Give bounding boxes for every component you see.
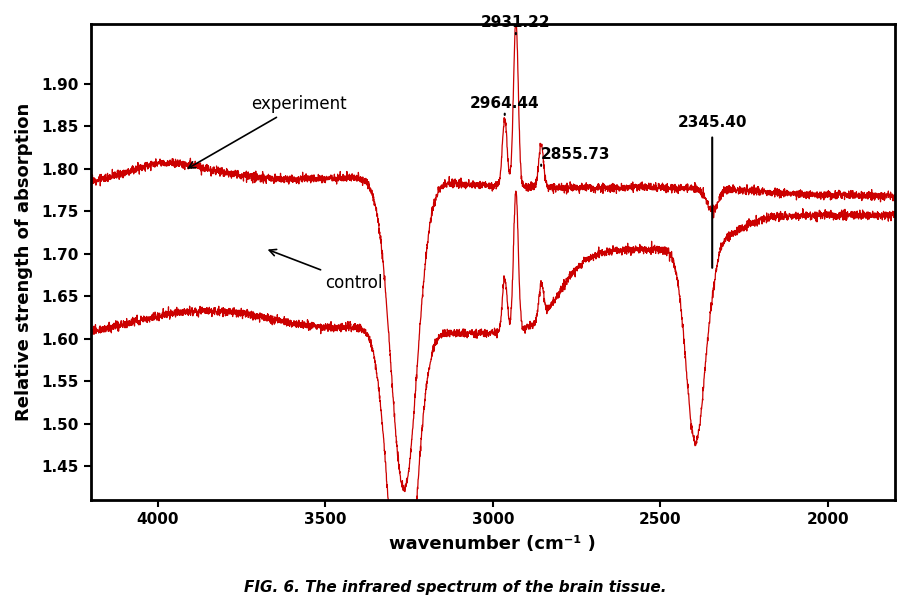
Text: FIG. 6. The infrared spectrum of the brain tissue.: FIG. 6. The infrared spectrum of the bra… — [244, 580, 666, 595]
Text: 2931.22: 2931.22 — [481, 15, 551, 30]
Text: 2964.44: 2964.44 — [470, 96, 540, 111]
Text: control: control — [269, 249, 383, 292]
Text: 2345.40: 2345.40 — [677, 115, 747, 130]
Y-axis label: Relative strength of absorption: Relative strength of absorption — [15, 103, 33, 421]
Text: experiment: experiment — [188, 95, 347, 168]
X-axis label: wavenumber (cm⁻¹ ): wavenumber (cm⁻¹ ) — [389, 535, 596, 553]
Text: 2855.73: 2855.73 — [541, 147, 611, 162]
